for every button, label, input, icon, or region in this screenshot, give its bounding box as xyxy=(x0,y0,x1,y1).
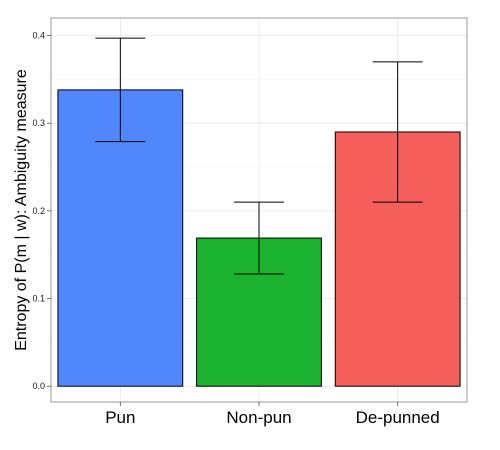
x-tick-label: De-punned xyxy=(356,408,440,427)
y-tick-label: 0.0 xyxy=(32,381,45,391)
y-tick-label: 0.2 xyxy=(32,206,45,216)
error-bars xyxy=(95,37,423,275)
error-bar xyxy=(234,201,284,275)
x-tick-label: Pun xyxy=(105,408,135,427)
y-tick-label: 0.4 xyxy=(32,31,45,41)
error-bar xyxy=(95,37,146,143)
axis-ticks: 0.0 0.1 0.2 0.3 0.4 Pun Non-pun De-punned xyxy=(32,31,439,427)
y-axis-title: Entropy of P(m | w): Ambiguity measure xyxy=(13,69,30,351)
y-tick-label: 0.3 xyxy=(32,118,45,128)
y-tick-label: 0.1 xyxy=(32,294,45,304)
error-bar xyxy=(372,61,423,203)
x-tick-label: Non-pun xyxy=(226,408,291,427)
